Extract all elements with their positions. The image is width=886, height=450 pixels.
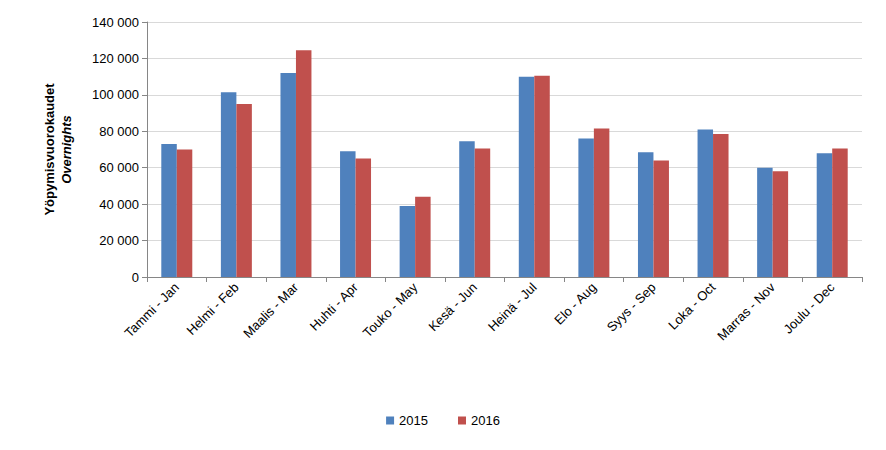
- svg-text:40 000: 40 000: [99, 197, 139, 212]
- svg-text:60 000: 60 000: [99, 160, 139, 175]
- svg-text:0: 0: [132, 270, 139, 285]
- svg-text:Syys - Sep: Syys - Sep: [604, 280, 659, 335]
- svg-text:100 000: 100 000: [92, 87, 139, 102]
- svg-text:Heinä - Jul: Heinä - Jul: [485, 280, 540, 335]
- svg-text:120 000: 120 000: [92, 51, 139, 66]
- svg-text:Elo - Aug: Elo - Aug: [551, 280, 599, 328]
- svg-text:Joulu - Dec: Joulu - Dec: [780, 279, 837, 336]
- svg-text:Helmi - Feb: Helmi - Feb: [184, 280, 242, 338]
- svg-text:140 000: 140 000: [92, 15, 139, 30]
- svg-text:2015: 2015: [399, 413, 428, 428]
- svg-text:Touko - May: Touko - May: [360, 279, 421, 340]
- svg-text:Maalis - Mar: Maalis - Mar: [240, 279, 302, 341]
- svg-text:2016: 2016: [471, 413, 500, 428]
- svg-text:Marras - Nov: Marras - Nov: [714, 279, 778, 343]
- svg-text:Kesä - Jun: Kesä - Jun: [426, 280, 481, 335]
- svg-text:Tammi - Jan: Tammi - Jan: [121, 280, 182, 341]
- svg-text:Overnights: Overnights: [59, 115, 74, 184]
- svg-text:Yöpymisvuorokaudet: Yöpymisvuorokaudet: [42, 83, 57, 216]
- svg-text:80 000: 80 000: [99, 124, 139, 139]
- svg-text:Huhti - Apr: Huhti - Apr: [307, 279, 361, 333]
- svg-text:Loka - Oct: Loka - Oct: [665, 279, 718, 332]
- svg-text:20 000: 20 000: [99, 233, 139, 248]
